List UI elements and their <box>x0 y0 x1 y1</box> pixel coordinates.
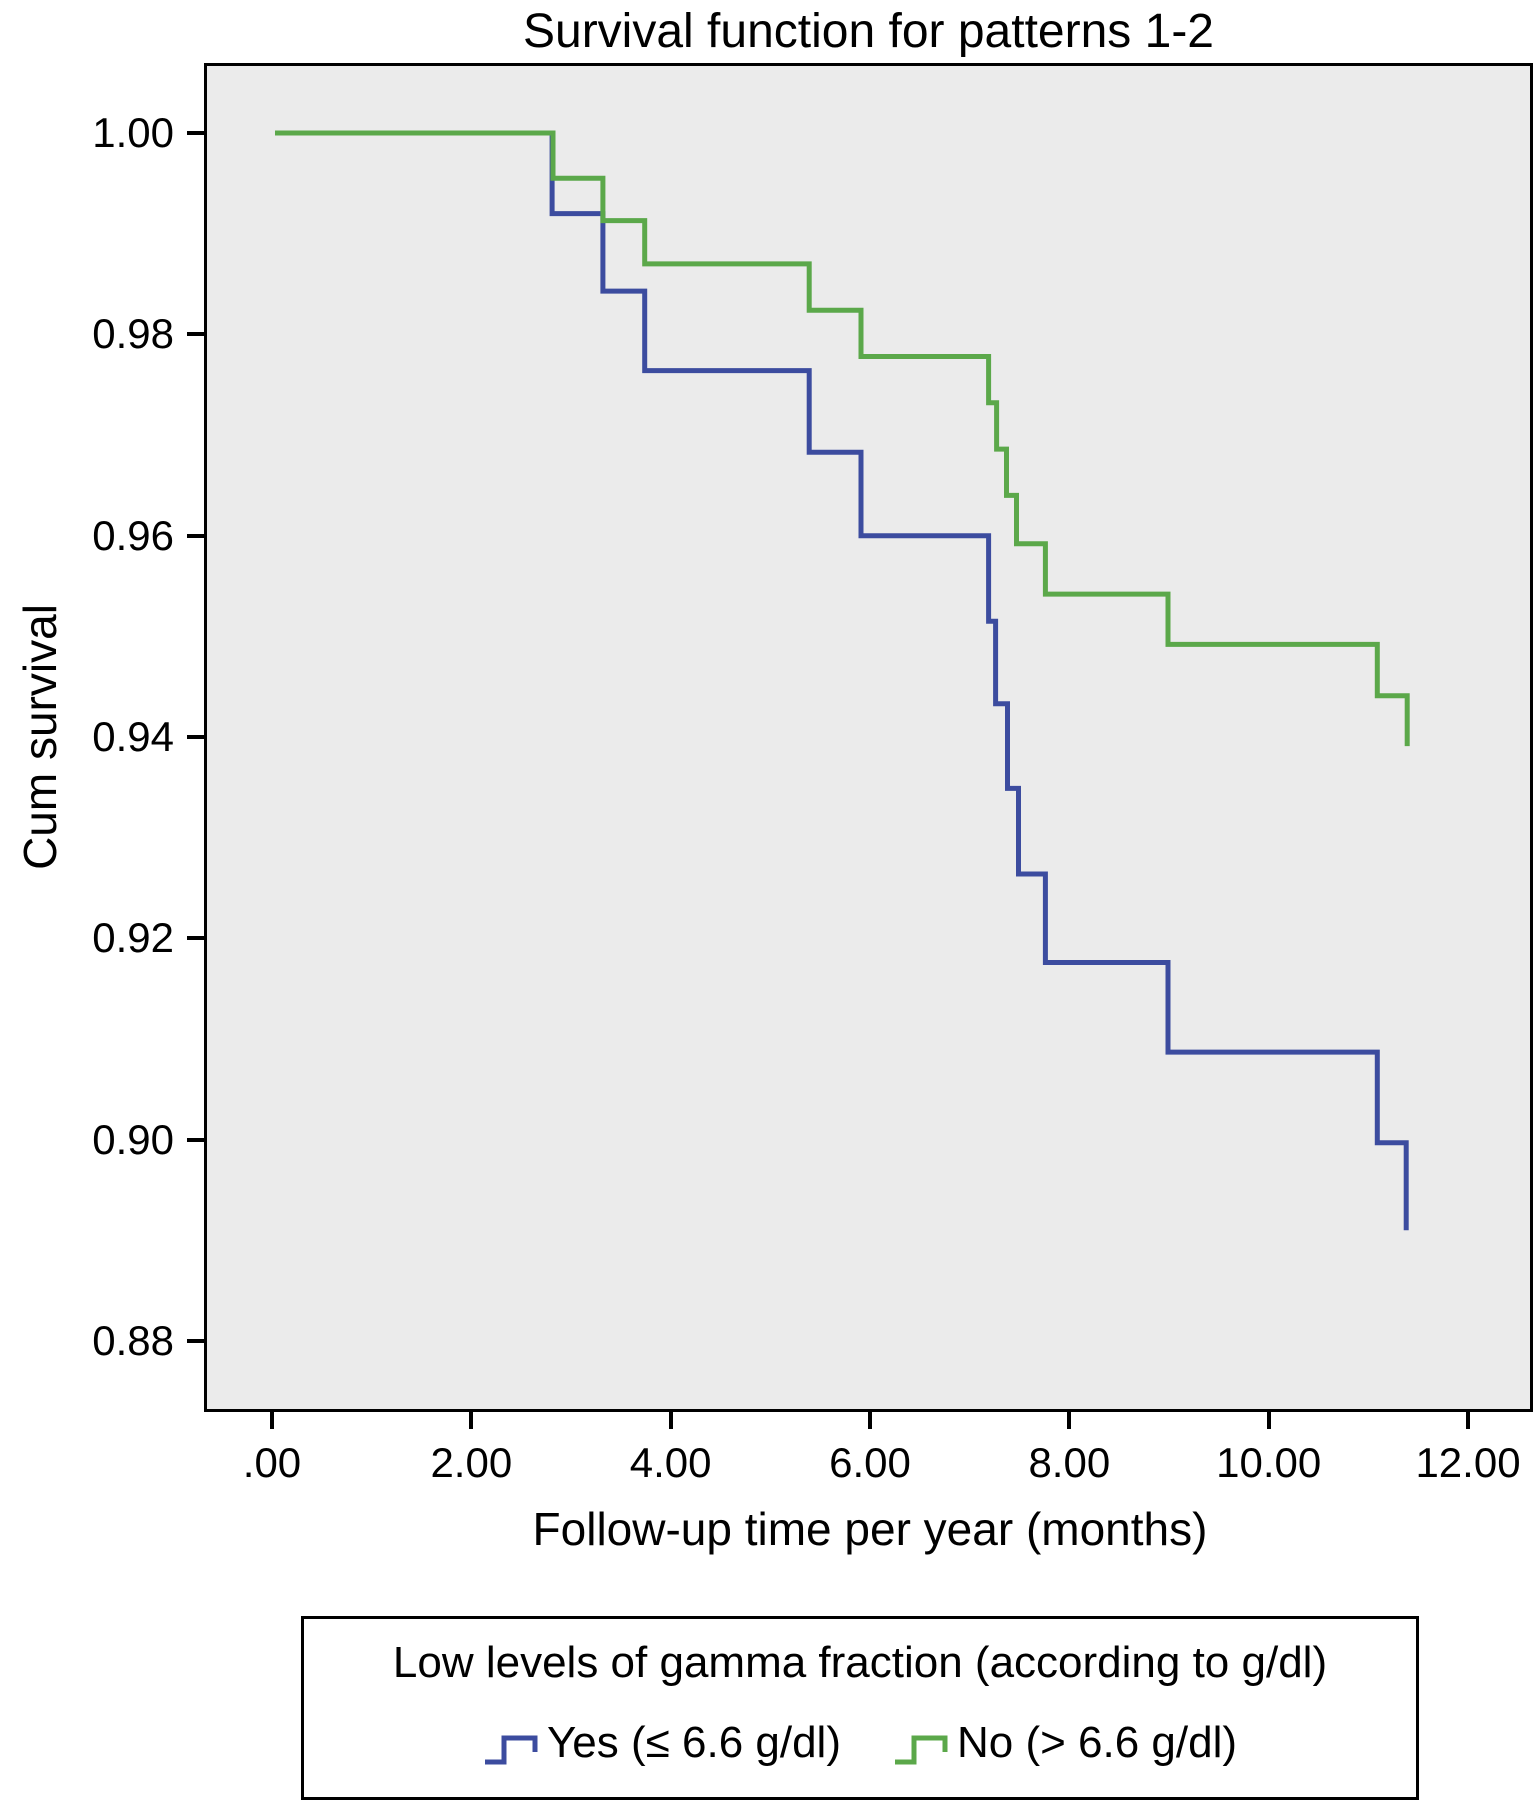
x-tick-mark <box>1266 1409 1271 1429</box>
x-tick-mark <box>867 1409 872 1429</box>
legend-step-glyph <box>484 1735 538 1765</box>
y-tick-label: 0.90 <box>92 1115 174 1163</box>
x-tick-mark <box>668 1409 673 1429</box>
series-line-no <box>275 130 1410 747</box>
x-tick-label: 6.00 <box>829 1439 911 1486</box>
series-line-yes <box>275 130 1409 1231</box>
y-tick-label: 1.00 <box>92 109 174 157</box>
y-axis-title-text: Cum survival <box>14 604 66 870</box>
y-tick-label: 0.92 <box>92 914 174 962</box>
x-tick-label: 8.00 <box>1028 1439 1111 1486</box>
y-tick-mark <box>187 1137 207 1142</box>
y-tick-mark <box>187 533 207 538</box>
survival-curves-svg <box>275 130 1410 1231</box>
x-axis-title: Follow-up time per year (months) <box>532 1503 1208 1555</box>
legend-item-yes: Yes (≤ 6.6 g/dl) <box>483 1717 841 1769</box>
x-tick-mark <box>269 1409 274 1429</box>
y-tick-mark <box>187 1339 207 1344</box>
y-tick-mark <box>187 131 207 136</box>
x-tick-label: 12.00 <box>1415 1439 1521 1486</box>
legend-item-label: No (> 6.6 g/dl) <box>956 1718 1238 1767</box>
x-tick-label: .00 <box>242 1439 302 1486</box>
x-tick-mark <box>1067 1409 1072 1429</box>
y-tick-mark <box>187 735 207 740</box>
legend-step-glyph <box>894 1735 948 1765</box>
x-tick-label: 10.00 <box>1216 1439 1322 1486</box>
y-tick-label: 0.88 <box>92 1317 174 1365</box>
y-tick-label: 0.96 <box>92 511 174 559</box>
legend-box: Low levels of gamma fraction (according … <box>301 1616 1419 1800</box>
legend-item-no: No (> 6.6 g/dl) <box>893 1717 1237 1769</box>
x-tick-label: 2.00 <box>430 1439 513 1486</box>
legend-items: Yes (≤ 6.6 g/dl) No (> 6.6 g/dl) <box>304 1717 1416 1769</box>
plot-area <box>204 63 1533 1412</box>
y-tick-mark <box>187 936 207 941</box>
legend-title: Low levels of gamma fraction (according … <box>392 1638 1328 1687</box>
legend-item-label: Yes (≤ 6.6 g/dl) <box>546 1718 841 1767</box>
x-tick-mark <box>1466 1409 1470 1429</box>
y-tick-label: 0.98 <box>92 310 174 358</box>
y-tick-mark <box>187 332 207 337</box>
x-tick-label: 4.00 <box>629 1439 712 1486</box>
x-tick-mark <box>469 1409 474 1429</box>
y-tick-label: 0.94 <box>92 713 174 761</box>
chart-title: Survival function for patterns 1-2 <box>522 5 1214 58</box>
